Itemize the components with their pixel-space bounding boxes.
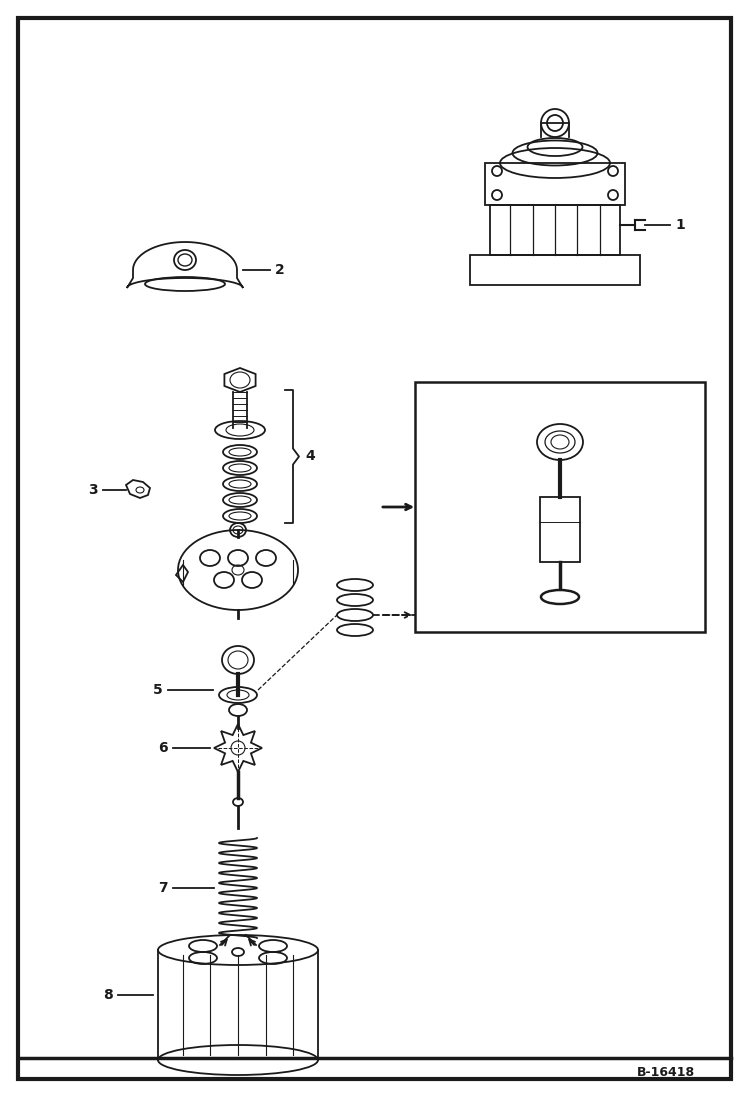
Text: 1: 1 — [675, 218, 685, 231]
Text: B-16418: B-16418 — [637, 1065, 695, 1078]
Bar — [485, 163, 625, 205]
Text: 3: 3 — [88, 483, 98, 497]
Text: 4: 4 — [305, 450, 315, 464]
Text: 6: 6 — [158, 740, 168, 755]
Text: 5: 5 — [154, 683, 163, 697]
Text: 8: 8 — [103, 988, 113, 1002]
Bar — [540, 497, 580, 562]
Text: 2: 2 — [275, 263, 285, 278]
Text: 7: 7 — [158, 881, 168, 895]
Bar — [415, 382, 705, 632]
